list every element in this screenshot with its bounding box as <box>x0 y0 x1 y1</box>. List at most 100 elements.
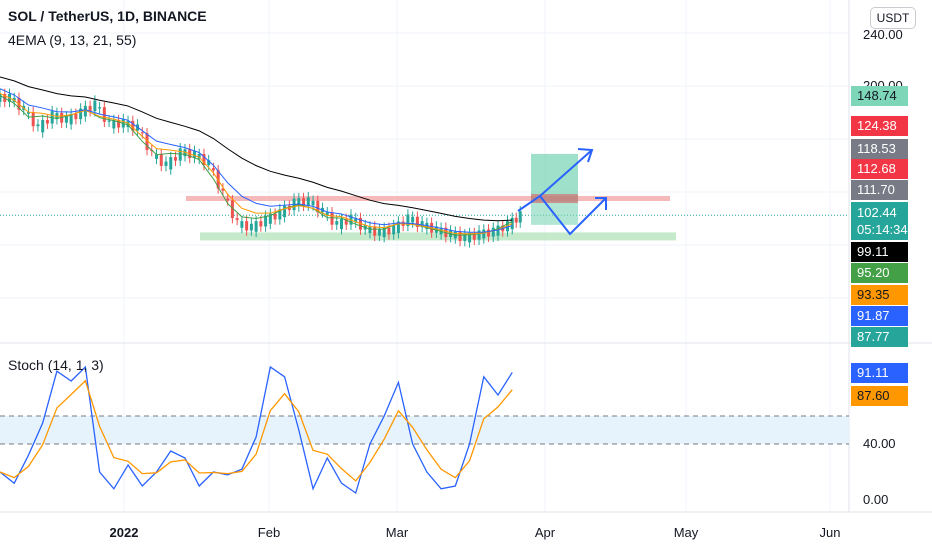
price-tag: 124.38 <box>851 116 908 136</box>
stoch-tag: 87.60 <box>851 386 908 406</box>
candle-body <box>302 198 306 206</box>
candle-body <box>192 150 196 158</box>
candle-body <box>26 112 30 114</box>
candle-body <box>245 221 249 231</box>
candle-body <box>330 212 334 225</box>
candle-body <box>45 120 49 124</box>
candle-body <box>88 105 92 112</box>
candle-body <box>458 231 462 242</box>
candle-body <box>406 214 410 227</box>
candle-body <box>0 93 2 102</box>
candle-body <box>197 154 201 159</box>
candle-body <box>373 226 377 236</box>
candle-body <box>382 227 386 238</box>
time-label: Apr <box>534 525 556 540</box>
candle-body <box>344 218 348 225</box>
ema-13-line <box>0 92 513 235</box>
price-tag: 99.11 <box>851 242 908 262</box>
candle-body <box>477 230 481 240</box>
candle-body <box>159 154 163 166</box>
time-label: Jun <box>819 525 841 540</box>
price-tag: 93.35 <box>851 285 908 305</box>
candle-body <box>173 157 177 161</box>
candle-body <box>387 227 391 235</box>
stoch-legend[interactable]: Stoch (14, 1, 3) <box>8 357 104 373</box>
candle-body <box>259 221 263 227</box>
price-tag: 112.68 <box>851 159 908 179</box>
price-tag: 102.44 05:14:34 <box>851 202 908 240</box>
candle-body <box>368 226 372 234</box>
candle-body <box>202 154 206 166</box>
stoch-band <box>0 416 849 444</box>
price-tick: 240.00 <box>863 27 903 42</box>
candle-body <box>93 100 97 112</box>
candle-body <box>102 107 106 122</box>
candle-body <box>396 221 400 234</box>
annotation-zones <box>0 195 849 241</box>
candle-body <box>83 105 87 117</box>
candle-body <box>420 221 424 227</box>
candle-body <box>145 133 149 151</box>
candle-body <box>496 225 500 236</box>
time-label: Feb <box>257 525 281 540</box>
candle-body <box>482 229 486 239</box>
price-tag: 95.20 <box>851 263 908 283</box>
candle-body <box>354 218 358 223</box>
candle-body <box>249 223 253 231</box>
stoch-pane <box>0 365 849 495</box>
candle-body <box>178 148 182 161</box>
candle-body <box>230 200 234 219</box>
candle-body <box>283 205 287 218</box>
candle-body <box>79 108 83 120</box>
candle-body <box>140 132 144 134</box>
candle-body <box>472 233 476 240</box>
candle-body <box>510 217 514 230</box>
candle-body <box>518 211 522 223</box>
time-label: 2022 <box>109 525 139 540</box>
candle-body <box>41 120 45 133</box>
candle-body <box>240 221 244 228</box>
candle-body <box>514 217 518 223</box>
price-tag: 148.74 <box>851 86 908 106</box>
candle-body <box>278 209 282 220</box>
resistance-zone <box>186 195 670 201</box>
candle-body <box>377 229 381 236</box>
currency-button[interactable]: USDT <box>870 7 916 29</box>
candle-body <box>273 213 277 220</box>
stoch-tick: 40.00 <box>863 436 896 451</box>
candle-body <box>392 225 396 235</box>
indicator-legend[interactable]: 4EMA (9, 13, 21, 55) <box>8 32 137 48</box>
candle-body <box>226 198 230 201</box>
candle-body <box>487 229 491 237</box>
drawing-tools[interactable] <box>517 148 607 236</box>
candle-body <box>306 197 310 206</box>
candle-body <box>117 120 121 128</box>
candle-body <box>506 221 510 232</box>
entry-band <box>531 193 578 203</box>
ema-55-line <box>0 76 513 222</box>
candle-body <box>316 200 320 213</box>
price-tag: 111.70 <box>851 180 908 200</box>
candle-body <box>183 149 187 157</box>
candle-body <box>98 107 102 109</box>
candle-body <box>221 188 225 191</box>
candle-body <box>349 214 353 225</box>
candle-body <box>169 157 173 170</box>
candle-body <box>74 113 78 120</box>
candle-body <box>211 168 215 171</box>
candle-body <box>339 218 343 230</box>
arrowhead-icon <box>577 148 594 163</box>
support-zone <box>200 232 676 241</box>
candle-body <box>126 120 130 128</box>
candles <box>0 88 522 248</box>
stoch-tag: 91.11 <box>851 363 908 383</box>
stoch-d-line <box>0 379 513 482</box>
price-tag: 118.53 <box>851 139 908 159</box>
candle-body <box>69 113 73 125</box>
candle-body <box>415 216 419 227</box>
arrowhead-icon <box>595 197 607 210</box>
candle-body <box>268 213 272 224</box>
candle-body <box>164 161 168 166</box>
candle-body <box>131 120 135 131</box>
